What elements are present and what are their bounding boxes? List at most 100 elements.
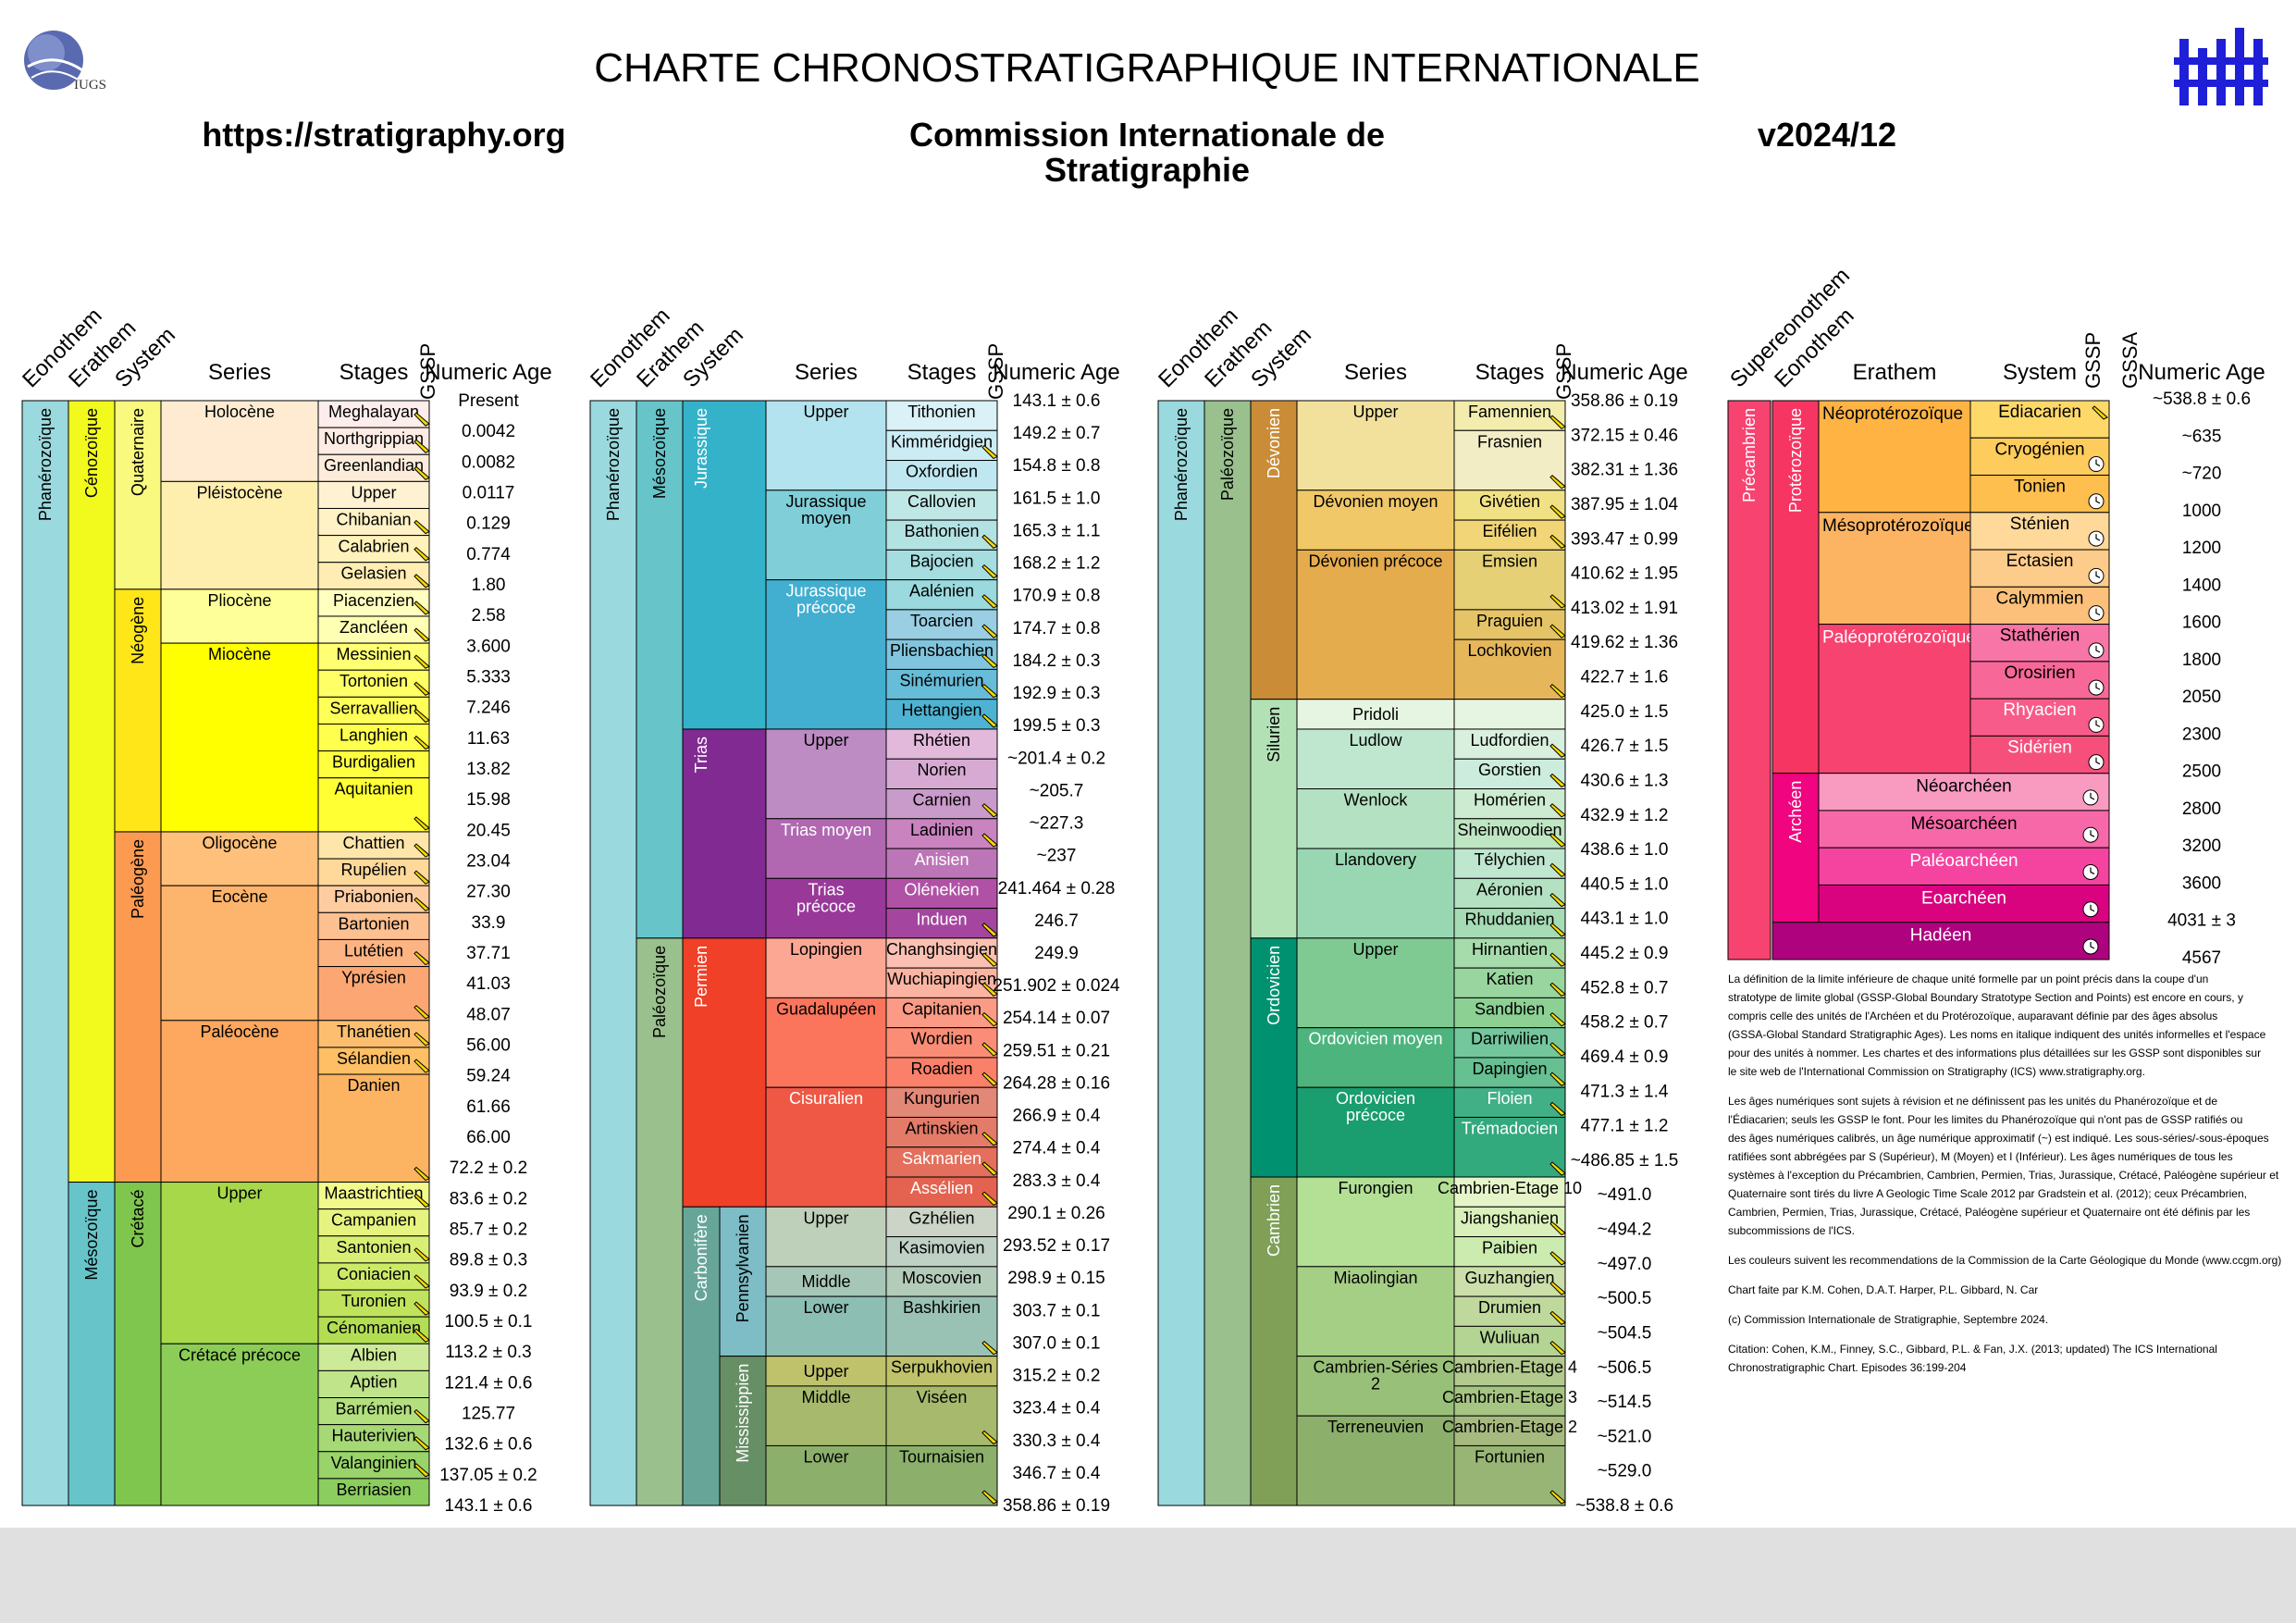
supereonothem-label: Précambrien [1740,408,1759,502]
gssp-spike-icon [981,1340,998,1356]
stage-cell [1453,1266,1566,1297]
stage-cell [317,562,430,590]
stage-label: Messinien [336,645,411,663]
gssp-spike-icon [1549,475,1566,489]
series-cell [1296,1086,1455,1178]
gssp-spike-icon [1549,1281,1566,1295]
stage-cell [1453,1176,1566,1208]
eonothem-cell [1771,400,1820,774]
stage-cell [317,911,430,940]
gssp-spike-icon [981,982,998,997]
eonothem-cell [1157,400,1205,1506]
erathem-cell [1818,624,1971,774]
series-cell [1296,1266,1455,1357]
numeric-age-label: 251.902 ± 0.024 [993,976,1120,996]
numeric-age-label: 249.9 [1034,944,1079,963]
stage-label: Bathonien [904,522,979,540]
series-label: Upper [1352,940,1398,959]
stage-cell [317,400,430,428]
stage-label: Viséen [917,1388,968,1406]
gssa-clock-icon [2095,534,2101,541]
stage-cell [885,429,998,462]
gssa-clock-icon [2095,459,2101,467]
stage-cell [885,758,998,790]
stage-cell [317,1182,430,1210]
commission-line: Stratigraphie [1044,151,1250,189]
stage-label: Berriasien [336,1481,411,1499]
series-label: Llandovery [1335,850,1416,869]
gssp-spike-icon [1549,743,1566,758]
stage-label: Floien [1487,1089,1532,1108]
gssp-spike-icon [1549,504,1566,519]
numeric-age-label: ~500.5 [1598,1289,1652,1308]
stage-label: Tithonien [907,403,975,421]
series-cell [765,728,887,820]
erathem-cell [1818,884,2110,923]
gssp-spike-icon [1549,624,1566,638]
stage-label: Roadien [910,1059,972,1078]
stage-label: Santonien [336,1238,411,1257]
system-cell [114,400,162,590]
gssp-spike-icon [981,653,998,669]
series-label: Pléistocène [196,483,282,502]
stage-cell [885,638,998,670]
gssp-spike-icon [414,547,430,562]
series-label: Middle [801,1272,850,1291]
stage-label: Cambrien-Etage 2 [1442,1418,1577,1436]
gssp-spike-icon [414,465,430,480]
numeric-age-label: 33.9 [472,913,506,933]
gssp-spike-icon [1549,1220,1566,1236]
stage-cell [317,588,430,617]
series-cell [160,885,319,1022]
numeric-age-label: 0.0042 [462,422,515,441]
gssp-spike-icon [1549,773,1566,788]
numeric-age-label: ~497.0 [1598,1255,1652,1274]
stage-cell [1453,1356,1566,1387]
system-cell [1250,699,1298,939]
numeric-age-label: 452.8 ± 0.7 [1581,978,1669,997]
stage-label: Rhuddanien [1464,911,1554,929]
gssp-spike-icon [414,681,430,696]
stage-cell [1453,1206,1566,1238]
gssp-spike-icon [414,897,430,911]
series-cell [765,1356,887,1387]
column-header: Erathem [1853,360,1937,385]
stage-label: Dapingien [1472,1059,1547,1078]
gssa-clock-icon [2088,716,2105,733]
erathem-cell [1818,847,2110,886]
numeric-age-label: ~506.5 [1598,1358,1652,1378]
column-header: Numeric Age [993,360,1119,385]
column-header: Stages [1475,360,1545,385]
numeric-age-label: 161.5 ± 1.0 [1013,489,1101,508]
stage-label: Pliensbachien [890,641,994,660]
stage-label: Olénekien [904,880,979,898]
gssp-spike-icon [981,1191,998,1206]
gssp-spike-icon [1549,1101,1566,1117]
stage-label: Zancléen [339,618,408,637]
series-label: Miaolingian [1333,1269,1417,1287]
gssa-clock-icon [2095,757,2101,765]
stage-cell [1453,908,1566,939]
numeric-age-label: ~514.5 [1598,1393,1652,1412]
numeric-age-label: 192.9 ± 0.3 [1013,684,1101,703]
numeric-age-label: 1200 [2182,539,2221,558]
gssa-clock-icon [2082,901,2099,918]
stage-label: Yprésien [341,969,406,987]
footnote-line: Chronostratigraphic Chart. Episodes 36:1… [1728,1361,1967,1374]
stage-label: Serpukhovien [891,1358,993,1377]
stage-label: Lutétien [344,941,403,960]
series-cell [1296,489,1455,551]
numeric-age-label: 393.47 ± 0.99 [1571,529,1678,549]
gssa-clock-icon [2090,904,2095,912]
stage-cell [1453,489,1566,521]
stage-cell [317,750,430,779]
stage-label: Carnien [912,791,970,810]
system-label: Rhyacien [2003,700,2076,720]
numeric-age-label: 137.05 ± 0.2 [439,1466,537,1485]
gssp-spike-icon [981,833,998,848]
gssp-spike-icon [414,547,430,562]
gssp-spike-icon [414,681,430,696]
stage-cell [1453,877,1566,910]
numeric-age-label: 2300 [2182,725,2221,744]
stage-cell [1453,1057,1566,1088]
